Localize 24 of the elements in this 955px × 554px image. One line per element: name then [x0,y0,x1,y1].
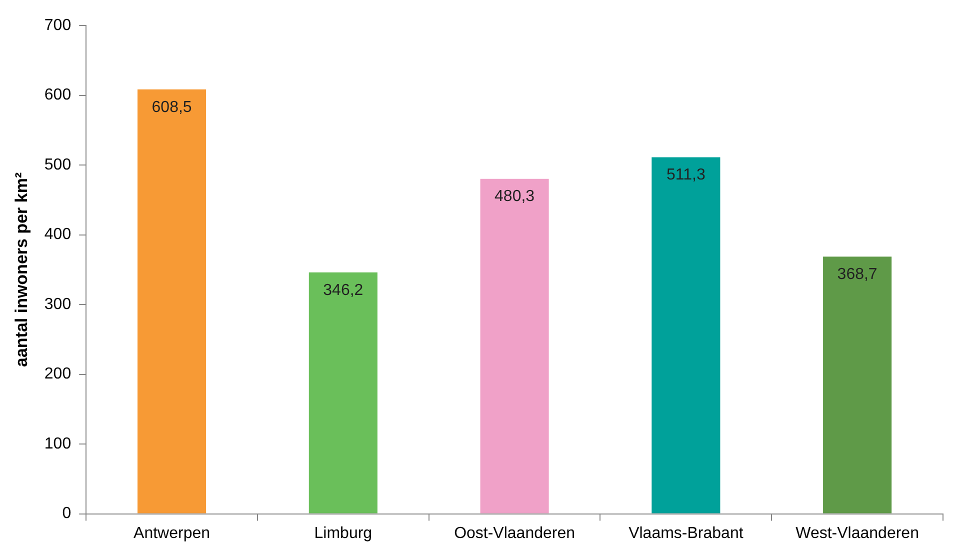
data-label: 346,2 [323,282,364,299]
y-tick-label: 300 [44,296,72,313]
x-tick-label: Antwerpen [134,524,210,542]
bar [138,89,206,514]
y-axis-title: aantal inwoners per km² [12,172,31,368]
bar [480,178,549,514]
bar [652,157,720,514]
y-tick-label: 700 [44,17,72,34]
data-label: 608,5 [152,98,192,116]
data-label: 511,3 [666,166,706,184]
y-tick-label: 600 [44,86,72,104]
y-tick-label: 500 [44,156,72,174]
bar [823,256,892,514]
y-tick-label: 200 [44,366,72,383]
y-tick-label: 400 [44,226,72,244]
data-label: 480,3 [494,188,535,206]
data-label: 368,7 [837,266,878,284]
x-tick-label: Limburg [314,524,372,542]
x-tick-label: Oost-Vlaanderen [454,524,576,542]
y-tick-label: 100 [44,435,72,452]
y-tick-label: 0 [62,505,72,522]
x-tick-label: West-Vlaanderen [796,524,919,542]
bar [308,272,378,514]
x-tick-label: Vlaams-Brabant [628,524,744,542]
